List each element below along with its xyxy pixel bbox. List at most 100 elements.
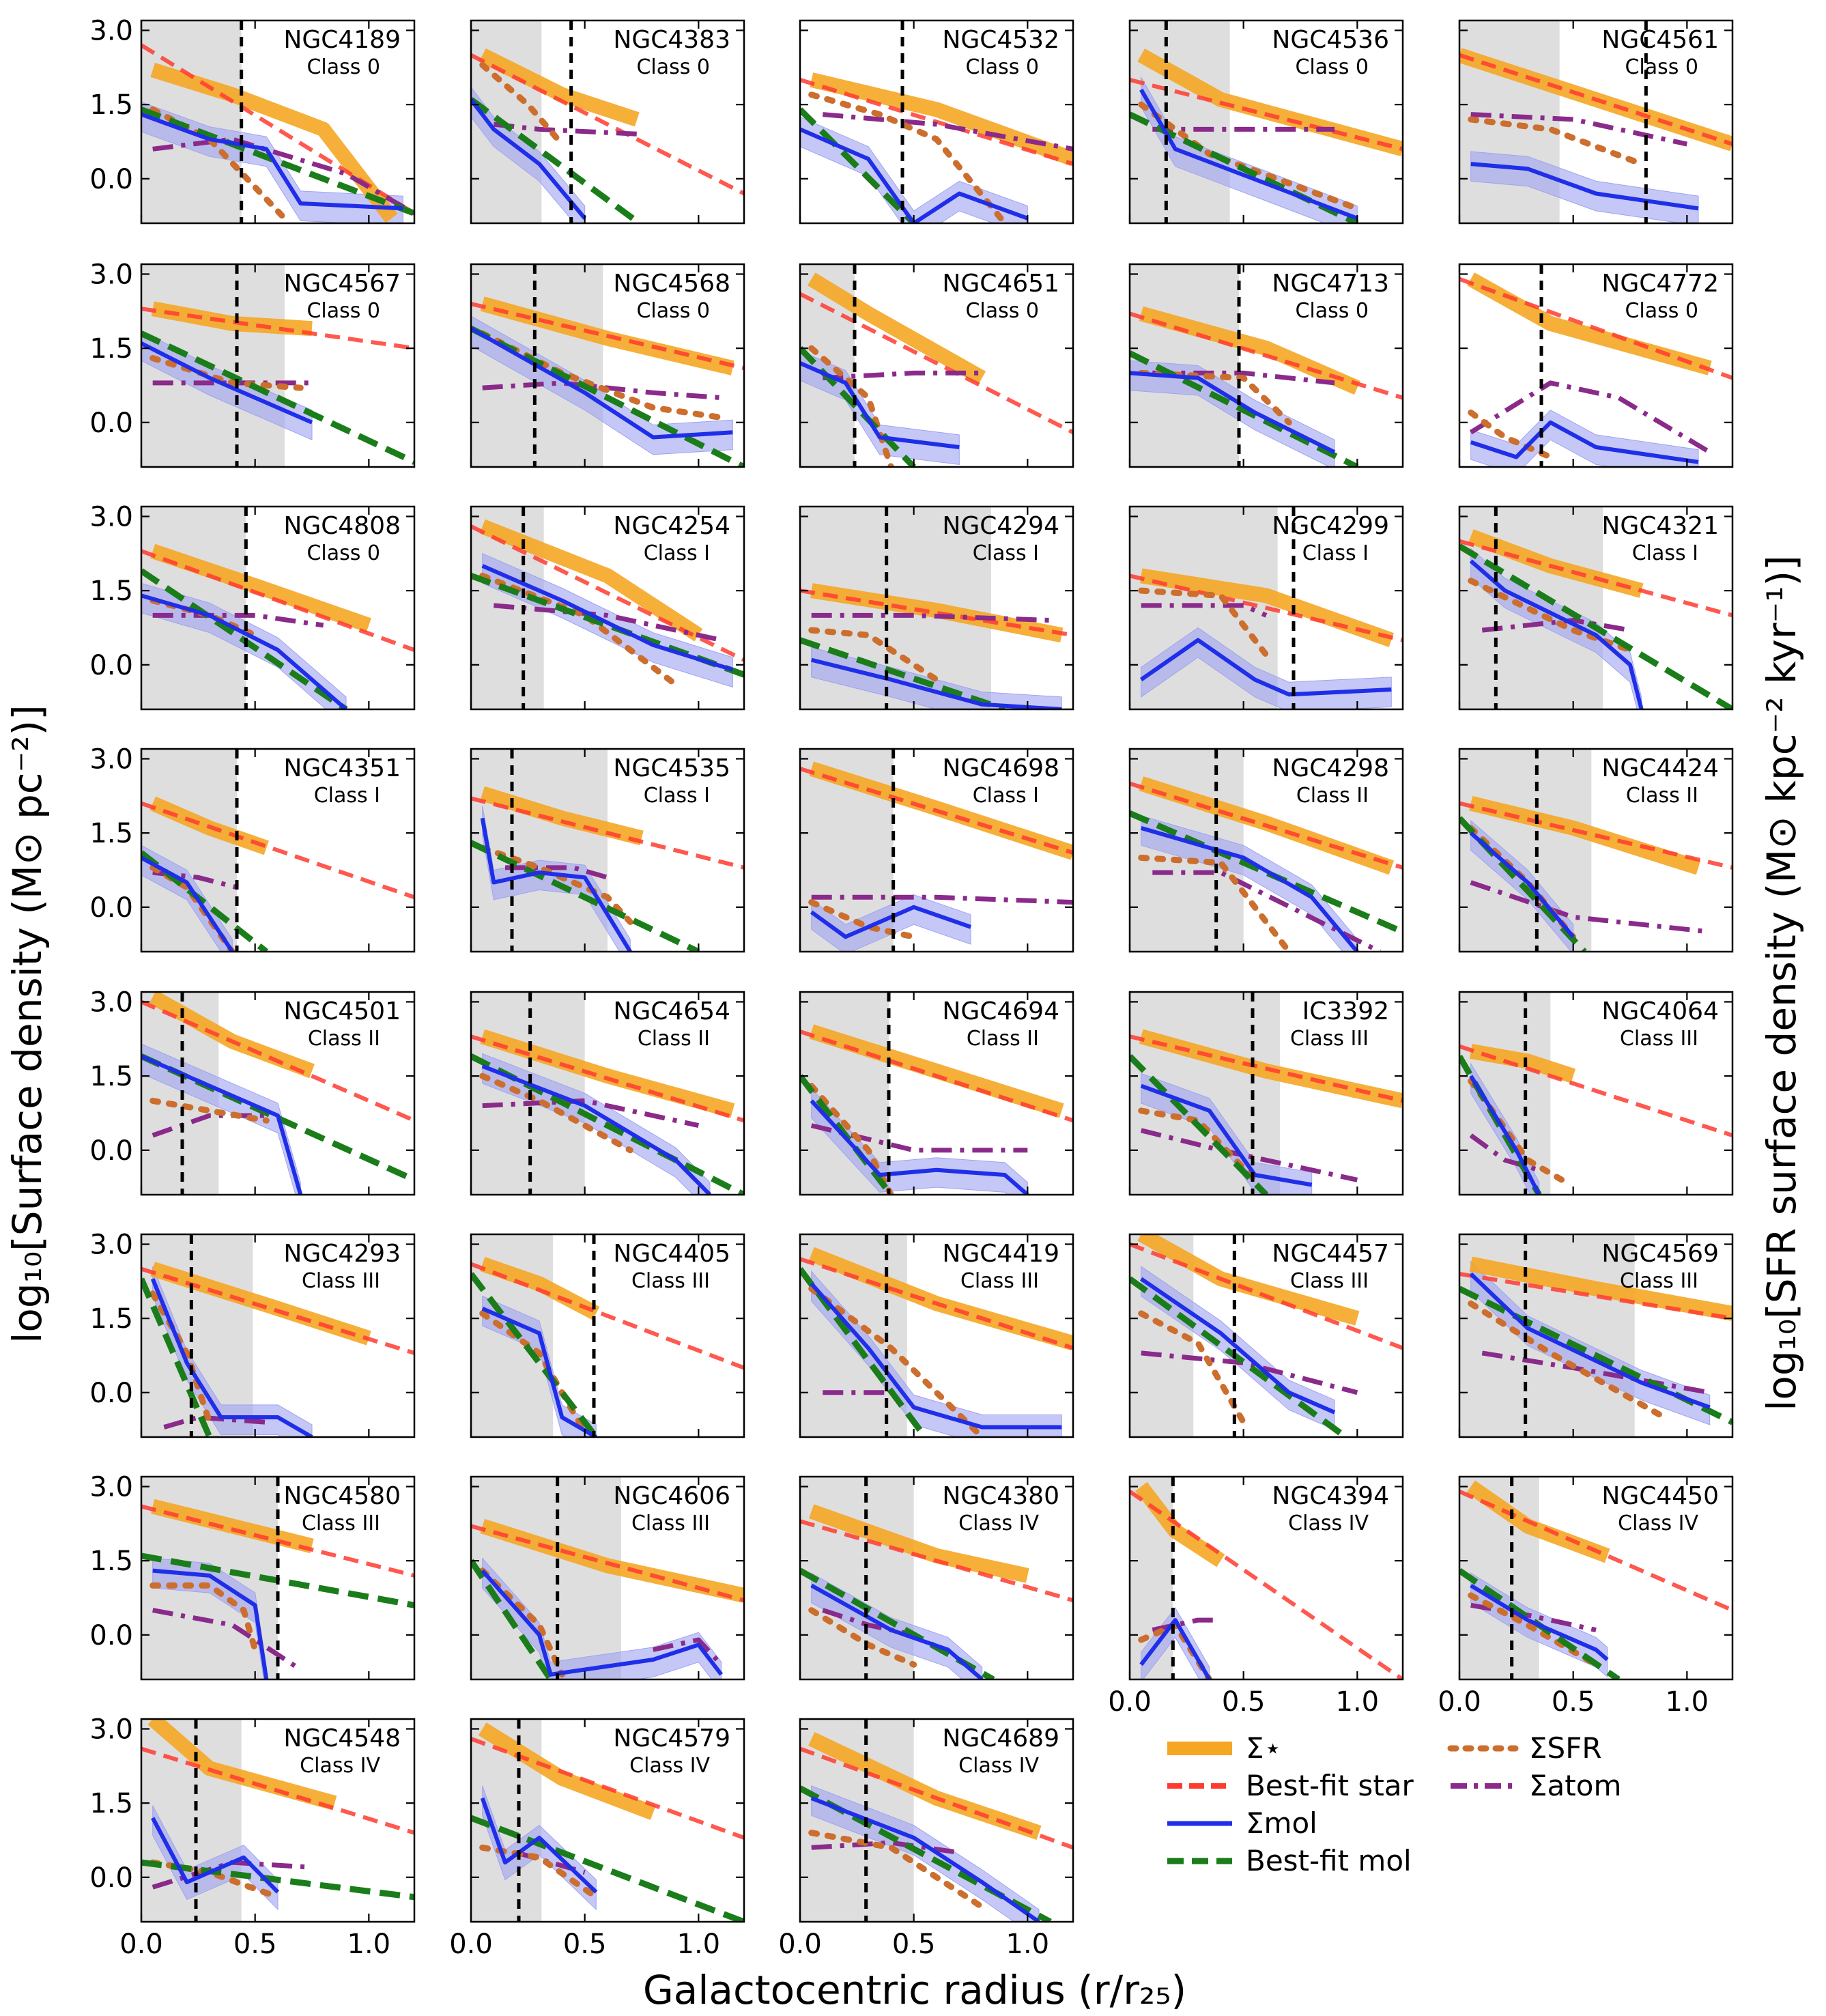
series-star-fit <box>1130 1490 1403 1679</box>
panel-frame <box>470 1718 745 1923</box>
galaxy-class: Class I <box>973 784 1039 808</box>
series-star-density <box>480 786 644 846</box>
mol-uncertainty-band <box>811 647 1062 709</box>
galaxy-class: Class 0 <box>1295 55 1369 79</box>
galaxy-class: Class 0 <box>306 541 380 565</box>
panel-frame <box>799 505 1074 711</box>
galaxy-name: NGC4380 <box>942 1482 1059 1510</box>
panel-frame <box>1458 1475 1734 1681</box>
galaxy-name: NGC4567 <box>283 270 401 298</box>
galaxy-name: NGC4298 <box>1272 754 1389 782</box>
y-tick-label: 3.0 <box>89 743 133 775</box>
series-star-fit <box>141 1266 414 1355</box>
galaxy-name: NGC4698 <box>942 754 1059 782</box>
x-tick-label: 0.0 <box>778 1929 822 1960</box>
series-star-density <box>150 1262 371 1346</box>
series-star-fit <box>471 302 744 371</box>
legend-item-atom: Σatom <box>1451 1769 1621 1802</box>
y-tick-label: 3.0 <box>89 1714 133 1745</box>
panel-frame <box>140 991 416 1196</box>
legend-label: Σatom <box>1529 1769 1621 1802</box>
series-atom-density <box>652 1637 724 1666</box>
panel-frame <box>470 263 745 468</box>
series-star-fit <box>1459 539 1732 618</box>
series-sfr-density <box>479 1073 633 1154</box>
series-star-density <box>807 272 986 385</box>
series-star-density <box>1467 272 1712 375</box>
galaxy-class: Class III <box>1620 1269 1698 1293</box>
series-atom-density <box>152 1608 302 1672</box>
panel-plot-area <box>141 264 414 467</box>
legend-label: Σ⋆ <box>1246 1731 1282 1765</box>
galaxy-class: Class 0 <box>306 299 380 323</box>
series-sfr-density <box>1138 587 1270 658</box>
series-star-fit <box>1459 276 1732 380</box>
series-star-density <box>479 48 640 127</box>
x-tick-label: 0.5 <box>563 1929 607 1960</box>
panel-plot-area <box>1459 1234 1732 1437</box>
series-mol-density <box>810 1282 1062 1430</box>
series-mol-fit <box>471 1272 599 1437</box>
series-sfr-density <box>1138 1310 1247 1425</box>
panel-plot-area <box>141 507 414 709</box>
series-atom-density <box>1469 1133 1540 1173</box>
panel-plot-area <box>471 1477 744 1679</box>
series-atom-density <box>811 1840 960 1856</box>
galaxy-class: Class I <box>644 784 710 808</box>
galaxy-class: Class II <box>308 1027 380 1051</box>
galaxy-name: NGC4457 <box>1272 1240 1389 1268</box>
y-tick-label: 1.5 <box>89 1061 133 1092</box>
series-sfr-density <box>479 61 565 147</box>
galaxy-class: Class I <box>973 541 1039 565</box>
series-star-fit <box>1459 1489 1732 1613</box>
series-mol-density <box>481 1306 597 1437</box>
series-sfr-density <box>808 1607 917 1668</box>
x-tick-label: 1.0 <box>677 1929 721 1960</box>
series-atom-density <box>152 137 414 216</box>
mol-uncertainty-band <box>152 1805 279 1911</box>
series-star-density <box>150 543 371 633</box>
series-mol-fit <box>1130 350 1359 467</box>
series-mol-density <box>471 326 733 440</box>
y-tick-label: 1.5 <box>89 576 133 607</box>
series-sfr-density <box>149 1582 259 1653</box>
series-star-fit <box>1130 1034 1403 1103</box>
panel-plot-area <box>1459 264 1732 467</box>
galaxy-class: Class 0 <box>1625 299 1698 323</box>
series-atom-density <box>482 1098 700 1128</box>
panel-plot-area <box>1459 1477 1732 1679</box>
panel-plot-area <box>1459 507 1732 709</box>
series-sfr-density <box>149 355 304 391</box>
y-tick-label: 0.0 <box>89 650 133 681</box>
panel-plot-area <box>471 1234 744 1437</box>
series-star-fit <box>1130 311 1403 400</box>
galaxy-name: NGC4501 <box>283 997 401 1025</box>
series-star-density <box>150 62 398 223</box>
inner-region-shade <box>141 749 237 952</box>
panel-plot-area <box>800 992 1073 1195</box>
series-star-density <box>478 1722 656 1820</box>
panel-frame <box>1128 748 1404 953</box>
galaxy-name: IC3392 <box>1302 997 1389 1025</box>
galaxy-name: NGC4450 <box>1601 1482 1719 1510</box>
galaxy-class: Class I <box>1302 541 1369 565</box>
panel-frame <box>799 1233 1074 1438</box>
galaxy-class: Class 0 <box>636 299 710 323</box>
panel-frame <box>140 263 416 468</box>
series-star-fit <box>800 1519 1073 1602</box>
series-mol-density <box>481 564 734 672</box>
panel-plot-area <box>800 264 1073 467</box>
galaxy-name: NGC4254 <box>613 512 730 540</box>
galaxy-class: Class I <box>1632 541 1698 565</box>
series-mol-fit <box>471 840 700 952</box>
